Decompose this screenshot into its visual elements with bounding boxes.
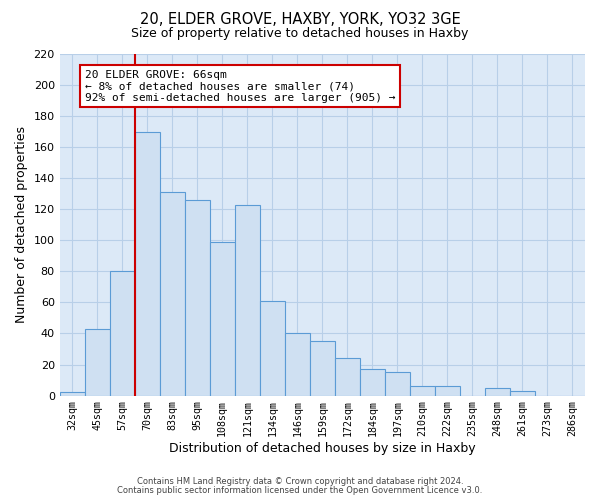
Bar bbox=[285, 334, 310, 396]
Bar bbox=[385, 372, 410, 396]
Bar bbox=[485, 388, 510, 396]
Bar bbox=[235, 204, 260, 396]
Text: 20, ELDER GROVE, HAXBY, YORK, YO32 3GE: 20, ELDER GROVE, HAXBY, YORK, YO32 3GE bbox=[140, 12, 460, 28]
Bar bbox=[160, 192, 185, 396]
Text: 20 ELDER GROVE: 66sqm
← 8% of detached houses are smaller (74)
92% of semi-detac: 20 ELDER GROVE: 66sqm ← 8% of detached h… bbox=[85, 70, 395, 102]
X-axis label: Distribution of detached houses by size in Haxby: Distribution of detached houses by size … bbox=[169, 442, 476, 455]
Bar bbox=[335, 358, 360, 396]
Bar bbox=[85, 329, 110, 396]
Text: Contains public sector information licensed under the Open Government Licence v3: Contains public sector information licen… bbox=[118, 486, 482, 495]
Bar bbox=[510, 391, 535, 396]
Bar bbox=[185, 200, 210, 396]
Text: Contains HM Land Registry data © Crown copyright and database right 2024.: Contains HM Land Registry data © Crown c… bbox=[137, 477, 463, 486]
Bar bbox=[210, 242, 235, 396]
Bar bbox=[110, 272, 135, 396]
Bar bbox=[135, 132, 160, 396]
Bar bbox=[59, 392, 85, 396]
Bar bbox=[260, 301, 285, 396]
Y-axis label: Number of detached properties: Number of detached properties bbox=[15, 126, 28, 324]
Text: Size of property relative to detached houses in Haxby: Size of property relative to detached ho… bbox=[131, 28, 469, 40]
Bar bbox=[360, 369, 385, 396]
Bar bbox=[310, 341, 335, 396]
Bar bbox=[410, 386, 435, 396]
Bar bbox=[435, 386, 460, 396]
